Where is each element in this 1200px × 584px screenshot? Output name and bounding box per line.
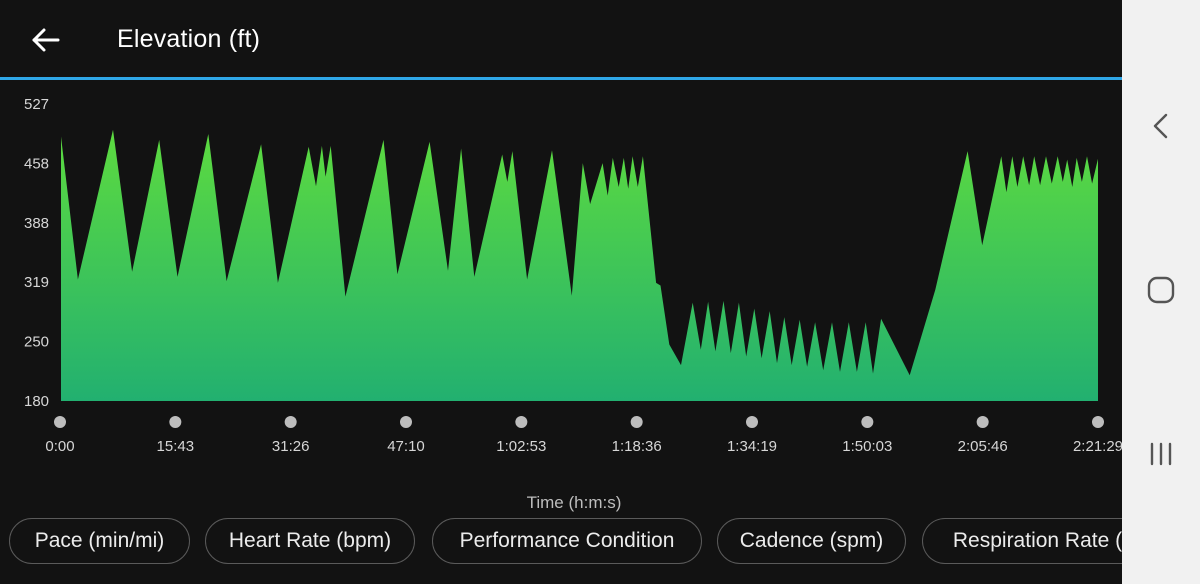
metric-chip[interactable]: Performance Condition	[432, 518, 702, 564]
y-tick-label: 527	[24, 96, 49, 113]
x-tick-marker[interactable]	[54, 416, 66, 428]
nav-home-button[interactable]	[1141, 270, 1181, 310]
nav-recents-button[interactable]	[1141, 434, 1181, 474]
y-tick-label: 250	[24, 334, 49, 351]
x-axis-title: Time (h:m:s)	[527, 493, 622, 512]
x-tick-marker[interactable]	[515, 416, 528, 428]
y-tick-label: 388	[24, 215, 49, 232]
metric-chip[interactable]: Respiration Rate (	[922, 518, 1122, 564]
x-tick-marker[interactable]	[630, 416, 643, 428]
accent-divider	[0, 77, 1122, 80]
elevation-area-series	[61, 129, 1098, 401]
metric-chip[interactable]: Pace (min/mi)	[9, 518, 190, 564]
x-tick-label: 1:34:19	[727, 438, 777, 455]
y-tick-label: 458	[24, 155, 49, 172]
arrow-left-icon	[32, 28, 60, 52]
nav-recents-icon	[1150, 442, 1172, 466]
x-axis: 0:00 15:43 31:26 47:10 1:02:53 1:18:36 1:34:19…	[45, 416, 1122, 455]
x-tick-marker[interactable]	[976, 416, 989, 428]
x-tick-label: 2:21:29	[1073, 438, 1122, 455]
x-tick-label: 31:26	[272, 438, 310, 455]
page-title: Elevation (ft)	[117, 25, 261, 53]
y-axis: 527 458 388 319 250 180	[24, 96, 49, 410]
nav-back-icon	[1153, 113, 1168, 139]
metric-chip[interactable]: Cadence (spm)	[717, 518, 906, 564]
metric-chip-row: Pace (min/mi) Heart Rate (bpm) Performance…	[0, 518, 1122, 568]
system-navigation-bar	[1122, 0, 1200, 584]
x-tick-marker[interactable]	[746, 416, 758, 428]
y-tick-label: 180	[24, 393, 49, 410]
x-tick-marker[interactable]	[400, 416, 412, 428]
x-tick-label: 0:00	[45, 438, 74, 455]
x-tick-label: 1:18:36	[612, 438, 662, 455]
x-tick-marker[interactable]	[169, 416, 182, 428]
y-tick-label: 319	[24, 274, 49, 291]
x-tick-label: 1:02:53	[496, 438, 546, 455]
x-tick-label: 1:50:03	[842, 438, 892, 455]
x-tick-marker[interactable]	[284, 416, 297, 428]
nav-back-button[interactable]	[1141, 106, 1181, 146]
x-tick-marker[interactable]	[1092, 416, 1104, 428]
nav-home-icon	[1147, 276, 1175, 304]
metric-chip[interactable]: Heart Rate (bpm)	[205, 518, 415, 564]
x-tick-label: 47:10	[387, 438, 425, 455]
x-tick-label: 2:05:46	[958, 438, 1008, 455]
x-tick-marker[interactable]	[861, 416, 874, 428]
back-button[interactable]	[22, 18, 68, 62]
elevation-chart[interactable]: 527 458 388 319 250 180 0:00 15:43 31:26 47:10 1:…	[0, 80, 1122, 518]
elevation-screen: Elevation (ft) 527 458 388 319 250 180 0:00 15…	[0, 0, 1122, 568]
app-bar: Elevation (ft)	[0, 0, 1122, 78]
x-tick-label: 15:43	[157, 438, 195, 455]
